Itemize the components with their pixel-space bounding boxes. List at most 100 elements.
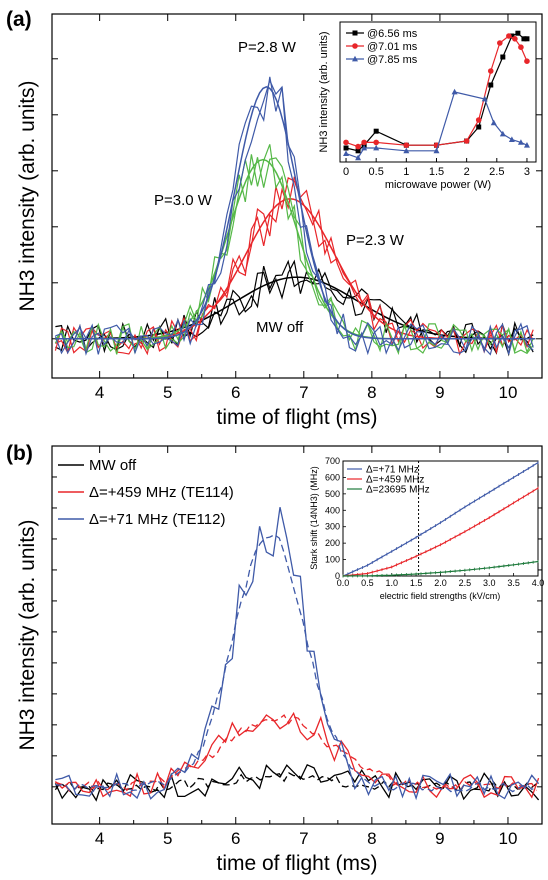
annotation-p30: P=3.0 W	[154, 192, 213, 209]
inset-a-point	[343, 150, 350, 156]
panel-b-x-tick-label: 8	[367, 829, 376, 848]
panel-a-x-tick-label: 10	[499, 383, 518, 402]
inset-a-xlabel: microwave power (W)	[385, 179, 491, 191]
inset-a-point	[500, 54, 506, 60]
panel-a-x-tick-label: 5	[163, 383, 172, 402]
panel-b-ylabel: NH3 intensity (arb. units)	[16, 519, 39, 750]
inset-b-legend-label: Δ=+71 MHz	[366, 465, 419, 476]
panel-a-frame	[51, 13, 543, 379]
inset-b-y-tick-label: 600	[325, 472, 340, 482]
panel-a-ylabel: NH3 intensity (arb. units)	[16, 80, 39, 311]
inset-a-point	[490, 119, 497, 126]
panel-b-legend: MW off Δ=+459 MHz (TE114) Δ=+71 MHz (TE112…	[58, 457, 234, 528]
inset-b-series	[342, 461, 539, 578]
inset-a-point	[512, 36, 518, 42]
inset-a-point	[403, 147, 410, 154]
inset-a-point	[497, 40, 503, 46]
panel-b-simulation-1	[55, 714, 538, 792]
inset-a-ylabel: NH3 intensity (arb. units)	[318, 31, 330, 152]
panel-b-x-tick-label: 7	[299, 829, 308, 848]
inset-a-legend-label: @6.56 ms	[367, 28, 418, 40]
panel-a-x-tick-label: 7	[299, 383, 308, 402]
inset-a-point	[521, 36, 527, 42]
inset-a-point	[463, 138, 470, 144]
inset-a-point	[373, 128, 379, 134]
annotation-p28: P=2.8 W	[238, 39, 297, 56]
inset-b-line-1	[342, 487, 539, 577]
panel-a-trace-3-0	[55, 76, 534, 356]
inset-a-legend-marker	[352, 55, 358, 62]
panel-b-frame	[51, 445, 543, 825]
inset-a-x-tick-label: 0.5	[369, 166, 384, 178]
inset-a-point	[518, 44, 524, 50]
inset-a-point	[355, 148, 361, 154]
inset-b-x-tick-label: 1.0	[385, 578, 398, 588]
panel-b-simulation-0	[54, 772, 537, 793]
inset-a-point	[488, 82, 494, 88]
inset-a-legend-label: @7.01 ms	[367, 41, 418, 53]
panel-a-y-ticks	[52, 58, 542, 340]
inset-a-x-tick-label: 3	[524, 166, 530, 178]
panel-a-x-tick-label: 8	[367, 383, 376, 402]
panel-a-x-ticks: 4 5 6 7 8 9 10	[95, 14, 518, 402]
panel-b-letter: (b)	[6, 442, 33, 465]
inset-a-legend: @6.56 ms@7.01 ms@7.85 ms	[346, 28, 418, 66]
inset-a-point	[373, 139, 379, 146]
panel-b-x-ticks: 4 5 6 7 8 9 10	[95, 446, 518, 848]
inset-a-point	[373, 144, 380, 151]
inset-b-y-tick-label: 300	[325, 522, 340, 532]
inset-a-point	[451, 88, 458, 95]
panel-b-legend-label: MW off	[89, 457, 137, 474]
panel-b-x-tick-label: 10	[499, 829, 518, 848]
panel-b-legend-label: Δ=+459 MHz (TE114)	[89, 484, 234, 501]
inset-a-series	[343, 30, 530, 161]
inset-a-point	[517, 139, 524, 145]
annotation-mwoff: MW off	[256, 319, 304, 336]
inset-a-background	[340, 22, 536, 162]
inset-a-point	[524, 58, 530, 64]
inset-a-legend-label: @7.85 ms	[367, 54, 418, 66]
inset-a-x-ticks: 0 0.5 1 1.5 2 2.5 3	[343, 158, 530, 178]
inset-a-legend-marker	[352, 43, 358, 49]
inset-a-point	[475, 117, 482, 123]
panel-a-x-tick-label: 9	[435, 383, 444, 402]
inset-a-point	[476, 124, 482, 130]
inset-a-x-tick-label: 0	[343, 166, 349, 178]
inset-b-line-0	[342, 462, 539, 577]
panel-a-fit-3	[55, 85, 536, 340]
inset-b-x-tick-label: 4.0	[532, 578, 545, 588]
inset-a-point	[433, 147, 440, 154]
inset-a-x-tick-label: 1	[403, 166, 409, 178]
inset-b-x-tick-label: 3.5	[507, 578, 520, 588]
inset-a-x-tick-label: 2.5	[489, 166, 504, 178]
panel-b-trace-2	[55, 507, 540, 801]
inset-b-x-tick-label: 1.5	[410, 578, 423, 588]
inset-a-point	[403, 142, 410, 148]
inset-b-x-tick-label: 3.0	[483, 578, 496, 588]
inset-b-x-tick-label: 2.5	[459, 578, 472, 588]
panel-b-x-tick-label: 4	[95, 829, 104, 848]
inset-b-y-tick-label: 400	[325, 505, 340, 515]
inset-b-x-tick-label: 0.5	[361, 578, 374, 588]
panel-a-x-tick-label: 4	[95, 383, 104, 402]
inset-b-y-tick-label: 500	[325, 489, 340, 499]
panel-b-x-tick-label: 6	[231, 829, 240, 848]
inset-b-xlabel: electric field strengths (kV/cm)	[380, 591, 501, 601]
inset-a-x-tick-label: 2	[464, 166, 470, 178]
inset-b-legend-label: Δ=23695 MHz	[366, 485, 430, 496]
panel-a-xlabel: time of flight (ms)	[216, 406, 377, 429]
inset-a-point	[355, 143, 361, 150]
panel-b-x-tick-label: 9	[435, 829, 444, 848]
inset-b-y-tick-label: 0	[335, 571, 340, 581]
inset-a-point	[343, 139, 349, 146]
panel-b-xlabel: time of flight (ms)	[216, 852, 377, 875]
panel-b-series	[54, 507, 540, 802]
inset-a-point	[508, 136, 515, 142]
panel-b-trace-1	[54, 711, 540, 799]
annotation-p23: P=2.3 W	[346, 232, 405, 249]
inset-a-point	[523, 142, 530, 148]
inset-b-y-tick-label: 100	[325, 555, 340, 565]
panel-b-simulation-2	[55, 533, 537, 793]
inset-a-point	[499, 130, 506, 137]
